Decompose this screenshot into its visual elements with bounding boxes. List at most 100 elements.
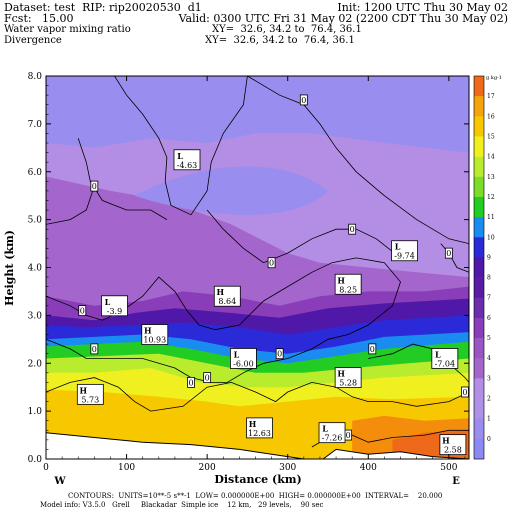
extremum-box-0: [173, 149, 201, 171]
contour-label-box-3: [267, 257, 276, 269]
colorbar-units: g kg-1: [486, 75, 502, 81]
extremum-box-4: [101, 295, 128, 317]
y-tick-label-1: 1.0: [28, 407, 43, 417]
colorbar-swatch-2: [474, 116, 484, 137]
extremum-value-3: 8.64: [218, 297, 236, 306]
y-tick-label-8: 8.0: [28, 72, 43, 82]
colorbar-label-11: 11: [487, 214, 495, 221]
colorbar-label-17: 17: [487, 93, 495, 100]
colorbar-label-1: 1: [487, 416, 491, 423]
colorbar-swatch-18: [474, 438, 484, 460]
extremum-value-10: 12.63: [248, 429, 271, 438]
extremum-box-3: [213, 285, 241, 307]
colorbar-swatch-16: [474, 398, 484, 419]
extremum-box-2: [334, 273, 362, 295]
extremum-kind-0: L: [177, 151, 183, 161]
contour-label-box-8: [187, 376, 195, 388]
x-tick-label-2: 200: [199, 463, 216, 473]
colorbar-label-4: 4: [487, 355, 491, 362]
divergence-contour-1: [247, 76, 469, 244]
extremum-value-2: 8.25: [339, 285, 357, 294]
colorbar-label-5: 5: [487, 335, 491, 342]
extremum-kind-10: H: [249, 419, 257, 429]
colorbar-swatch-11: [474, 297, 484, 319]
extremum-kind-12: H: [442, 436, 450, 446]
divergence-contour-0: [114, 76, 248, 216]
colorbar-swatch-5: [474, 176, 484, 198]
colorbar-label-16: 16: [487, 113, 495, 120]
colorbar-swatch-10: [474, 277, 484, 299]
mixing-ratio-fill: [46, 76, 469, 459]
extremum-box-7: [334, 367, 362, 389]
contour-label-box-12: [461, 386, 469, 398]
x-tick-label-4: 400: [360, 463, 377, 473]
colorbar-swatch-9: [474, 257, 484, 278]
y-tick-label-4: 4.0: [28, 264, 43, 274]
extremum-box-1: [391, 240, 418, 262]
colorbar-label-6: 6: [487, 315, 491, 322]
extremum-value-1: -9.74: [394, 252, 415, 261]
divergence-contour-6: [46, 257, 401, 383]
contour-label-7: 0: [277, 350, 282, 359]
colorbar-label-2: 2: [487, 396, 491, 403]
init-time-label: Init: 1200 UTC Thu 30 May 02: [337, 1, 508, 14]
field1-xy-label: XY= 32.6, 34.2 to 76.4, 36.1: [212, 24, 362, 35]
extremum-value-4: -3.9: [107, 307, 122, 316]
extremum-kind-4: L: [105, 297, 111, 307]
model-info-footer: Model info: V3.5.0 Grell Blackadar Simpl…: [40, 501, 324, 509]
y-tick-label-3: 3.0: [28, 311, 43, 321]
contour-label-box-10: [368, 343, 377, 355]
contour-label-1: 0: [92, 182, 97, 191]
extremum-kind-5: H: [144, 326, 152, 336]
contour-label-0: 0: [301, 96, 306, 105]
extremum-box-5: [141, 324, 169, 345]
terrain: [46, 432, 469, 459]
x-tick-label-5: 500: [440, 463, 457, 473]
divergence-contour-4: [206, 209, 401, 264]
contour-label-11: 0: [346, 431, 351, 440]
extremum-value-6: -6.00: [233, 359, 254, 368]
colorbar-label-10: 10: [487, 234, 495, 241]
colorbar-label-12: 12: [487, 194, 495, 201]
extremum-box-12: [439, 434, 467, 456]
extremum-box-8: [431, 348, 459, 369]
contour-label-9: 0: [205, 374, 210, 383]
colorbar-swatch-17: [474, 418, 484, 440]
colorbar-swatch-3: [474, 136, 484, 157]
east-label: E: [452, 476, 460, 487]
moist-pocket: [134, 166, 328, 215]
contour-label-box-5: [78, 305, 87, 316]
contour-label-10: 0: [370, 345, 375, 354]
extremum-value-0: -4.63: [177, 161, 198, 170]
y-tick-label-2: 2.0: [28, 359, 43, 369]
colorbar-label-9: 9: [487, 254, 491, 261]
y-tick-label-7: 7.0: [28, 120, 43, 130]
y-tick-label-6: 6.0: [28, 168, 43, 178]
extremum-kind-1: L: [395, 242, 401, 252]
divergence-contour-2: [77, 138, 168, 220]
contour-label-box-1: [90, 180, 99, 192]
colorbar-label-7: 7: [487, 295, 491, 302]
colorbar-label-14: 14: [487, 154, 495, 161]
extremum-kind-8: L: [435, 349, 441, 359]
contour-info-footer: CONTOURS: UNITS=10**-5 s**-1 LOW= 0.0000…: [68, 492, 443, 500]
colorbar-swatch-12: [474, 317, 484, 339]
y-tick-label-5: 5.0: [28, 216, 43, 226]
colorbar-swatch-15: [474, 378, 484, 399]
colorbar-label-15: 15: [487, 133, 495, 140]
contour-label-5: 0: [80, 307, 85, 316]
extremum-value-9: 5.73: [81, 395, 99, 404]
divergence-contour-5: [440, 243, 469, 273]
contour-label-box-2: [348, 223, 357, 235]
extremum-kind-3: H: [217, 287, 225, 297]
x-axis-title: Distance (km): [214, 473, 301, 486]
contour-labels: 0000000000000L-4.63L-9.74H8.25H8.64L-3.9…: [76, 94, 469, 456]
extremum-box-6: [229, 348, 257, 369]
extremum-box-9: [76, 383, 104, 405]
x-tick-label-3: 300: [279, 463, 296, 473]
extremum-value-12: 2.58: [444, 446, 462, 455]
extremum-box-10: [246, 417, 273, 439]
contour-label-box-4: [444, 247, 453, 259]
